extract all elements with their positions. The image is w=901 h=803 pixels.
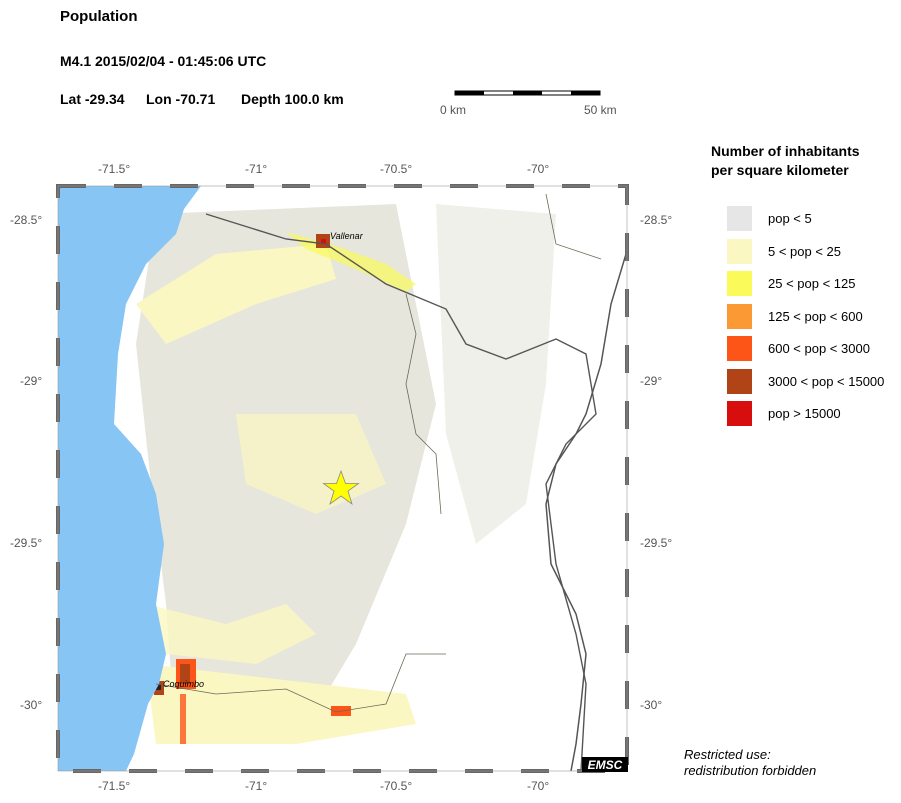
event-lon: Lon -70.71 xyxy=(146,91,216,107)
page-title: Population xyxy=(60,8,138,25)
legend-swatch xyxy=(727,206,752,231)
legend-item: 25 < pop < 125 xyxy=(727,271,855,296)
legend-swatch xyxy=(727,401,752,426)
legend-swatch xyxy=(727,368,752,394)
road xyxy=(545,193,602,260)
legend-title-line2: per square kilometer xyxy=(711,162,849,178)
restriction-line1: Restricted use: xyxy=(684,747,771,762)
legend-item: 5 < pop < 25 xyxy=(727,238,842,264)
lon-tick-top: -71° xyxy=(245,162,268,176)
legend-label: pop > 15000 xyxy=(768,406,841,421)
scale-start-label: 0 km xyxy=(440,103,467,117)
event-info: M4.1 2015/02/04 - 01:45:06 UTC xyxy=(60,53,267,69)
city-label-vallenar: Vallenar xyxy=(330,231,364,241)
legend-label: 5 < pop < 25 xyxy=(768,243,842,259)
road xyxy=(405,293,442,515)
legend-label: 25 < pop < 125 xyxy=(768,276,856,291)
emsc-logo xyxy=(582,757,628,772)
lat-tick-left: -29° xyxy=(20,374,43,388)
scale-bar xyxy=(454,90,601,96)
restriction-line2: redistribution forbidden xyxy=(684,763,817,778)
lon-tick-bottom: -71.5° xyxy=(98,779,131,793)
epicenter-star-icon[interactable] xyxy=(322,469,360,506)
legend-label: pop < 5 xyxy=(768,211,812,226)
lon-tick-top: -70° xyxy=(527,162,550,176)
emsc-logo-text: EMSC xyxy=(588,758,623,772)
legend-item: 125 < pop < 600 xyxy=(727,303,863,329)
legend-label: 125 < pop < 600 xyxy=(768,308,863,324)
lon-tick-bottom: -71° xyxy=(245,779,268,793)
lat-tick-left: -30° xyxy=(20,698,43,712)
scale-end-label: 50 km xyxy=(584,103,617,117)
legend-label: 3000 < pop < 15000 xyxy=(768,373,885,389)
lon-tick-top: -71.5° xyxy=(98,162,131,176)
lat-tick-left: -28.5° xyxy=(10,213,43,227)
restriction-note: Restricted use: redistribution forbidden xyxy=(684,747,816,779)
legend-swatch xyxy=(727,238,752,264)
legend-item: 3000 < pop < 15000 xyxy=(727,368,885,394)
city-label-coquimbo: Coquimbo xyxy=(163,679,204,689)
road xyxy=(155,653,446,713)
lon-tick-bottom: -70.5° xyxy=(380,779,413,793)
event-depth: Depth 100.0 km xyxy=(241,91,344,107)
population-map[interactable]: Vallenar Coquimbo EMSC xyxy=(56,184,630,774)
lat-tick-right: -30° xyxy=(640,698,663,712)
population-density-layer xyxy=(136,204,556,744)
event-lat: Lat -29.34 xyxy=(60,91,125,107)
lon-tick-top: -70.5° xyxy=(380,162,413,176)
legend-item: pop > 15000 xyxy=(727,401,841,426)
legend-swatch xyxy=(727,271,752,296)
lat-tick-right: -29.5° xyxy=(640,536,673,550)
border xyxy=(545,253,627,772)
ocean xyxy=(58,186,201,771)
road xyxy=(205,213,597,772)
lat-tick-right: -29° xyxy=(640,374,663,388)
lat-tick-left: -29.5° xyxy=(10,536,43,550)
legend-title: Number of inhabitants per square kilomet… xyxy=(711,142,860,180)
lat-tick-right: -28.5° xyxy=(640,213,673,227)
legend-label: 600 < pop < 3000 xyxy=(768,341,870,356)
legend-title-line1: Number of inhabitants xyxy=(711,143,860,159)
legend-swatch xyxy=(727,303,752,329)
legend-swatch xyxy=(727,336,752,361)
legend-item: pop < 5 xyxy=(727,206,812,231)
legend-item: 600 < pop < 3000 xyxy=(727,336,870,361)
lon-tick-bottom: -70° xyxy=(527,779,550,793)
